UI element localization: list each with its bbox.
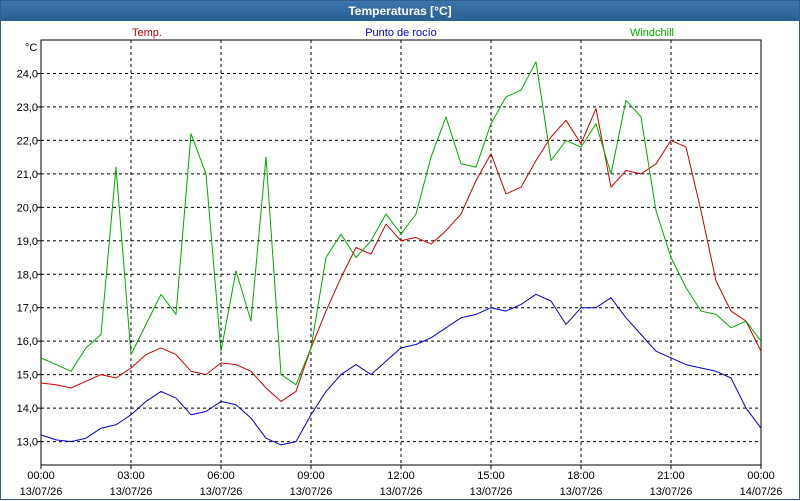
x-tick-date-label: 13/07/26 xyxy=(650,486,693,498)
x-tick-date-label: 13/07/26 xyxy=(110,486,153,498)
x-tick-time-label: 03:00 xyxy=(117,470,145,482)
y-tick-label: 19,0 xyxy=(17,236,38,248)
temp-series-line xyxy=(40,108,762,402)
y-tick-label: 24,0 xyxy=(17,68,38,80)
y-tick-label: 16,0 xyxy=(17,336,38,348)
window-title: Temperaturas [°C] xyxy=(1,1,799,21)
x-tick-time-label: 18:00 xyxy=(567,470,595,482)
legend-windchill: Windchill xyxy=(630,27,674,39)
series-lines xyxy=(40,61,762,446)
dew-point-series-line xyxy=(40,293,762,446)
x-tick-date-label: 13/07/26 xyxy=(470,486,513,498)
x-tick-date-label: 14/07/26 xyxy=(740,486,783,498)
x-tick-time-label: 00:00 xyxy=(747,470,775,482)
y-tick-label: 23,0 xyxy=(17,102,38,114)
x-tick-date-label: 13/07/26 xyxy=(560,486,603,498)
x-tick-time-label: 09:00 xyxy=(297,470,325,482)
y-tick-label: 20,0 xyxy=(17,202,38,214)
x-tick-time-label: 12:00 xyxy=(387,470,415,482)
x-tick-time-label: 00:00 xyxy=(27,470,55,482)
y-axis-ticks: 13,0 14,0 15,0 16,0 17,0 18,0 19,0 20,0 21,0 22,0… xyxy=(17,68,41,449)
grid xyxy=(41,40,761,465)
x-tick-date-label: 13/07/26 xyxy=(380,486,423,498)
x-tick-date-label: 13/07/26 xyxy=(20,486,63,498)
y-axis-unit: °C xyxy=(25,42,37,54)
x-tick-time-label: 15:00 xyxy=(477,470,505,482)
x-tick-date-label: 13/07/26 xyxy=(290,486,333,498)
windchill-series-line xyxy=(40,61,762,386)
legend-temp: Temp. xyxy=(132,27,162,39)
x-tick-time-label: 21:00 xyxy=(657,470,685,482)
x-axis-ticks: 00:00 13/07/26 03:00 13/07/26 06:00 13/07/26 0… xyxy=(20,465,783,498)
y-tick-label: 18,0 xyxy=(17,269,38,281)
y-tick-label: 15,0 xyxy=(17,370,38,382)
legend-dew-point: Punto de rocío xyxy=(365,27,437,39)
y-tick-label: 14,0 xyxy=(17,403,38,415)
y-tick-label: 22,0 xyxy=(17,135,38,147)
x-tick-time-label: 06:00 xyxy=(207,470,235,482)
y-tick-label: 13,0 xyxy=(17,437,38,449)
x-tick-date-label: 13/07/26 xyxy=(200,486,243,498)
y-tick-label: 17,0 xyxy=(17,303,38,315)
y-tick-label: 21,0 xyxy=(17,169,38,181)
